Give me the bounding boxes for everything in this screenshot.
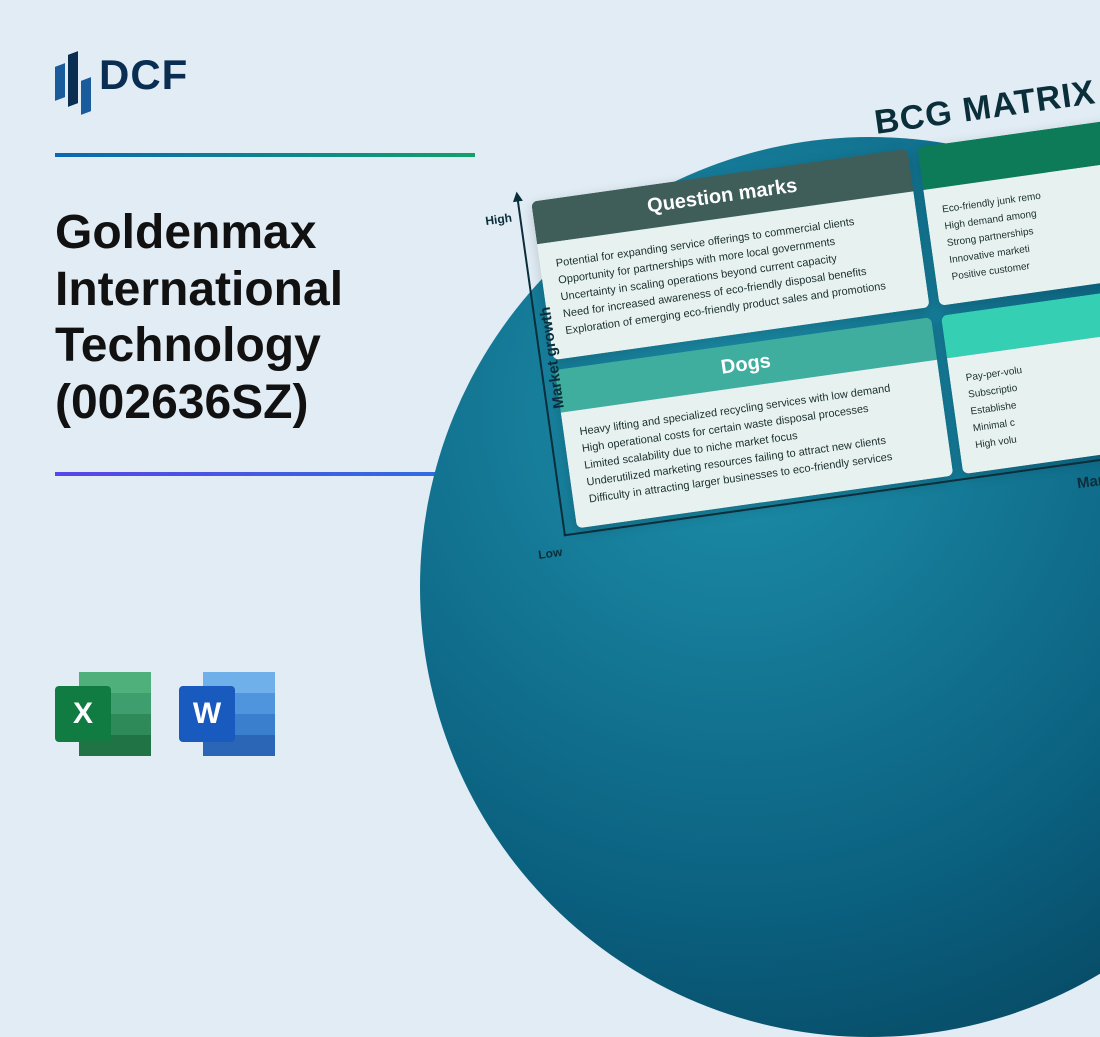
tick-high: High [484,211,512,229]
divider-bottom [55,472,475,476]
dcf-logo-icon [55,45,91,105]
divider-top [55,153,475,157]
quadrant-cash-cows: Pay-per-volu Subscriptio Establishe Mini… [941,283,1100,475]
excel-icon-letter: X [55,686,111,742]
dcf-logo: DCF [55,45,515,105]
tick-low: Low [537,545,563,562]
excel-icon[interactable]: X [55,666,151,762]
quadrant-stars: Eco-friendly junk remo High demand among… [917,114,1100,306]
page-title: Goldenmax International Technology (0026… [55,205,515,432]
dcf-logo-text: DCF [99,51,188,99]
word-icon-letter: W [179,686,235,742]
word-icon[interactable]: W [179,666,275,762]
bcg-matrix: BCG MATRIX Market growth Market share Hi… [479,65,1100,585]
x-axis-label: Market share [1076,463,1100,493]
